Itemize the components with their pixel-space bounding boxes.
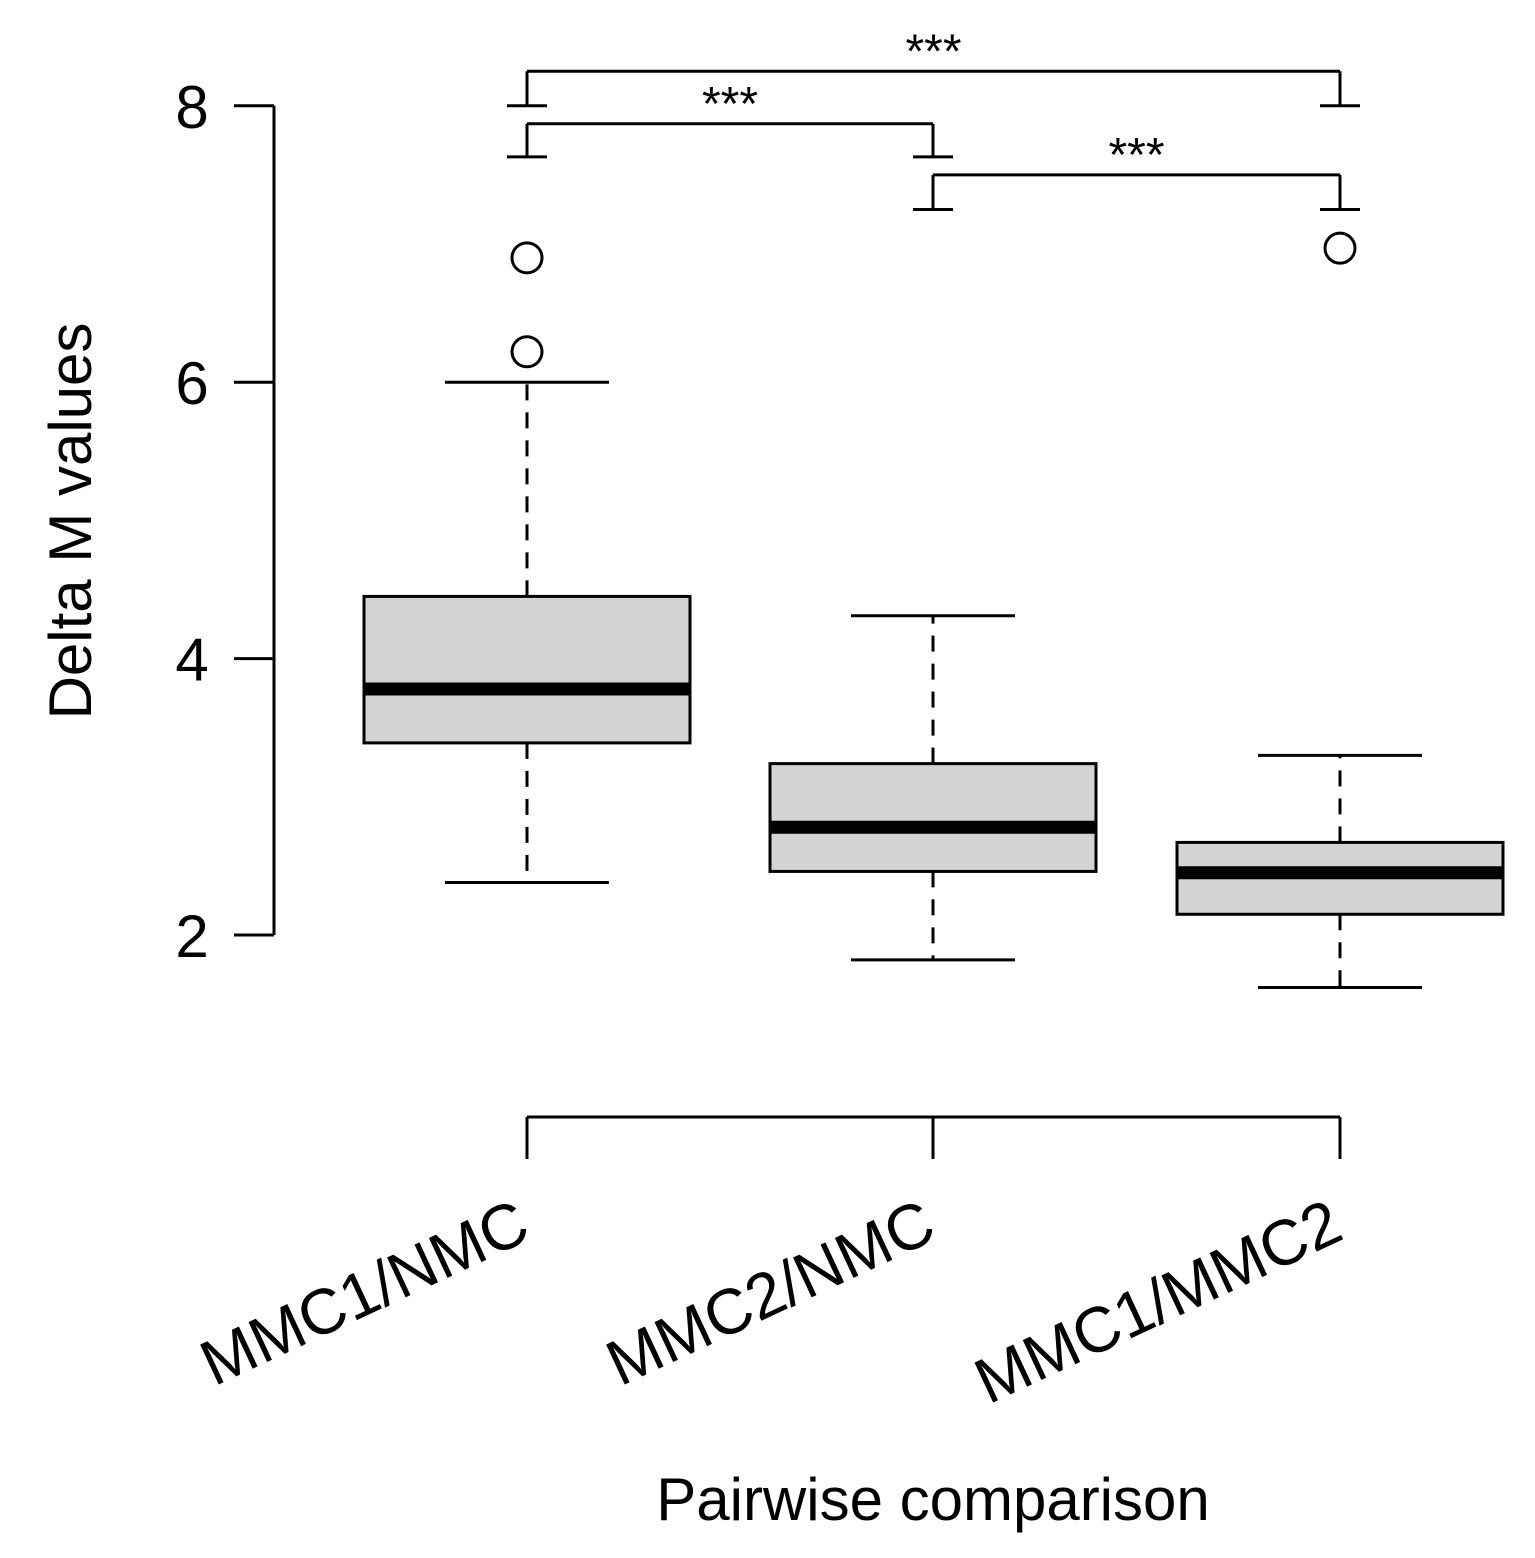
x-tick-label: MMC2/NMC (595, 1185, 944, 1399)
y-tick-label: 6 (175, 350, 208, 417)
x-axis-label: Pairwise comparison (656, 1466, 1210, 1533)
boxes (362, 231, 1505, 990)
significance-bracket-1: *** (507, 25, 1360, 108)
box-2 (768, 614, 1098, 962)
y-tick-label: 8 (175, 74, 208, 141)
significance-label: *** (702, 78, 758, 131)
box-3 (1175, 231, 1505, 990)
x-tick-label: MMC1/MMC2 (964, 1185, 1352, 1417)
y-axis-label: Delta M values (37, 323, 104, 720)
outlier-point (510, 335, 544, 369)
y-axis: 2 4 6 8 (175, 74, 276, 970)
outlier-point (1323, 231, 1357, 265)
significance-bracket-3: *** (913, 129, 1360, 211)
significance-label: *** (905, 25, 961, 78)
x-tick-label: MMC1/NMC (189, 1185, 538, 1399)
box-iqr (768, 762, 1098, 873)
significance-brackets: *** *** *** (507, 25, 1360, 211)
box-iqr (362, 594, 692, 745)
y-tick-label: 4 (175, 627, 208, 694)
significance-label: *** (1108, 129, 1164, 182)
y-tick-label: 2 (175, 903, 208, 970)
x-axis: MMC1/NMC MMC2/NMC MMC1/MMC2 (189, 1115, 1352, 1417)
box-1 (362, 241, 692, 884)
outlier-point (510, 241, 544, 275)
significance-bracket-2: *** (507, 78, 953, 159)
